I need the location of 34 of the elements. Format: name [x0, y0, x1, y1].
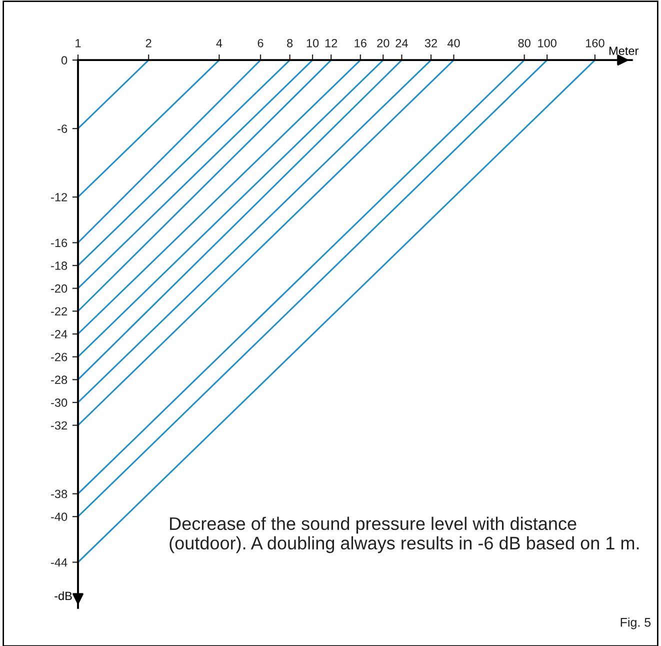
y-tick-label: -26: [51, 352, 68, 362]
x-tick-label: 4: [216, 39, 222, 48]
x-axis-title: Meter: [609, 46, 638, 56]
x-tick-label: 16: [354, 38, 366, 48]
x-tick-label: 2: [146, 38, 152, 48]
x-tick-label: 6: [258, 38, 264, 48]
x-tick-label: 160: [586, 38, 604, 48]
y-tick-label: -28: [51, 376, 68, 384]
x-tick-label: 32: [424, 38, 437, 48]
y-tick-label: -12: [51, 193, 67, 202]
y-tick-label: -32: [51, 421, 67, 430]
y-tick-label: -16: [51, 238, 68, 248]
x-tick-label: 8: [287, 38, 293, 48]
x-tick-label: 12: [325, 38, 338, 48]
y-tick-label: 0: [61, 56, 68, 64]
y-tick-label: -30: [51, 398, 68, 407]
x-tick-label: 20: [377, 38, 390, 48]
annotation: Decrease of the sound pressure level with distance (outdoor). A doubling always results in -6 dB based on 1 m.: [170, 516, 639, 554]
x-tick-label: 80: [518, 38, 530, 48]
y-tick-label: -22: [51, 307, 67, 316]
x-tick-label: 10: [306, 38, 319, 48]
y-tick-label: -24: [51, 330, 68, 338]
y-tick-label: -20: [51, 284, 68, 293]
y-tick-label: -18: [51, 262, 68, 270]
y-tick-label: -40: [51, 512, 68, 521]
x-tick-label: 24: [396, 38, 408, 48]
y-tick-label: -44: [51, 558, 68, 567]
x-tick-label: 1: [76, 39, 81, 48]
caption: Fig. 5: [620, 618, 651, 630]
y-axis-title: -dB: [54, 591, 72, 600]
x-tick-label: 40: [447, 38, 460, 48]
y-tick-label: -6: [58, 124, 68, 133]
x-tick-label: 100: [538, 38, 556, 48]
y-tick-label: -38: [51, 490, 68, 498]
